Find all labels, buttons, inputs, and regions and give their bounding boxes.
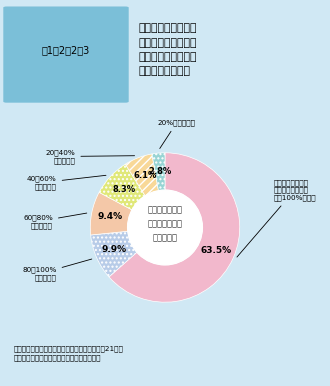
Text: 80～100%
未満の世帯: 80～100% 未満の世帯 [22, 259, 92, 281]
FancyBboxPatch shape [3, 7, 129, 103]
Text: 60～80%
未満の世帯: 60～80% 未満の世帯 [23, 213, 87, 229]
Text: 公的年金・恩給
を受給している
高齢者世帯: 公的年金・恩給 を受給している 高齢者世帯 [148, 205, 182, 242]
Text: 40～60%
未満の世帯: 40～60% 未満の世帯 [27, 175, 106, 190]
Text: 資料：厕生労働省『国民生活基礎調査』（平成21年）
（同調査における平成２０年１年間の所得）: 資料：厕生労働省『国民生活基礎調査』（平成21年） （同調査における平成２０年１… [13, 345, 123, 361]
Wedge shape [90, 192, 132, 235]
Text: 20%未満の世帯: 20%未満の世帯 [157, 120, 196, 149]
Text: 6.1%: 6.1% [133, 171, 156, 180]
Text: 公的年金・恩給の
総所得に占める割
合が100%の世帯: 公的年金・恩給の 総所得に占める割 合が100%の世帯 [237, 179, 316, 257]
Wedge shape [109, 153, 240, 302]
Wedge shape [91, 231, 137, 277]
Text: 2.8%: 2.8% [148, 167, 172, 176]
Text: 図1－2－2－3: 図1－2－2－3 [42, 45, 90, 55]
Circle shape [128, 190, 202, 265]
Wedge shape [152, 153, 165, 191]
Text: 高齢者世帯における
公的年金・恩給の総
所得に占める割合別
世帯数の構成割合: 高齢者世帯における 公的年金・恩給の総 所得に占める割合別 世帯数の構成割合 [139, 23, 197, 76]
Wedge shape [99, 164, 145, 210]
Text: 63.5%: 63.5% [201, 246, 232, 255]
Text: 9.9%: 9.9% [101, 245, 126, 254]
Text: 8.3%: 8.3% [113, 185, 136, 194]
Text: 20～40%
未満の世帯: 20～40% 未満の世帯 [46, 149, 135, 164]
Text: 9.4%: 9.4% [97, 212, 122, 221]
Wedge shape [125, 154, 158, 196]
